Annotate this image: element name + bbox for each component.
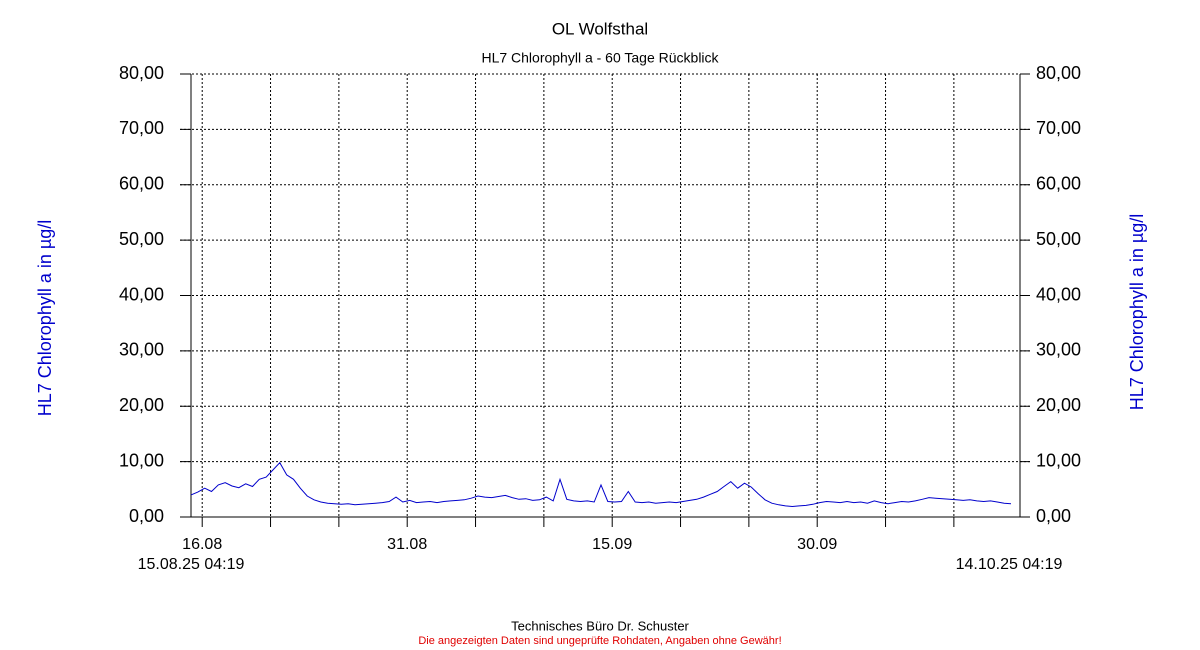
disclaimer: Die angezeigten Daten sind ungeprüfte Ro…: [418, 635, 781, 647]
y2-axis-title: HL7 Chlorophyll a in µg/l: [1127, 214, 1147, 410]
y2-tick-label: 0,00: [1036, 506, 1071, 526]
x-start-label: 15.08.25 04:19: [138, 556, 245, 573]
chart-title: OL Wolfsthal: [552, 19, 648, 38]
y-tick-label: 40,00: [119, 284, 164, 304]
chart-subtitle: HL7 Chlorophyll a - 60 Tage Rückblick: [481, 50, 719, 66]
y-tick-label: 60,00: [119, 174, 164, 194]
y-tick-label: 0,00: [129, 506, 164, 526]
x-tick-label: 31.08: [387, 536, 427, 553]
y-tick-label: 80,00: [119, 63, 164, 83]
x-tick-label: 16.08: [182, 536, 222, 553]
x-tick-label: 30.09: [797, 536, 837, 553]
y2-tick-label: 20,00: [1036, 395, 1081, 415]
y-tick-label: 50,00: [119, 229, 164, 249]
y2-tick-label: 70,00: [1036, 118, 1081, 138]
y2-tick-label: 30,00: [1036, 340, 1081, 360]
y-tick-label: 30,00: [119, 340, 164, 360]
footer: Technisches Büro Dr. Schuster: [511, 618, 689, 633]
data-line: [190, 461, 1012, 508]
y2-tick-label: 60,00: [1036, 174, 1081, 194]
y-tick-label: 10,00: [119, 450, 164, 470]
y2-tick-label: 50,00: [1036, 229, 1081, 249]
y-axis-title: HL7 Chlorophyll a in µg/l: [35, 220, 55, 416]
y2-tick-label: 10,00: [1036, 450, 1081, 470]
x-end-label: 14.10.25 04:19: [956, 556, 1063, 573]
y-tick-label: 20,00: [119, 395, 164, 415]
x-tick-label: 15.09: [592, 536, 632, 553]
y-tick-label: 70,00: [119, 118, 164, 138]
y2-tick-label: 40,00: [1036, 284, 1081, 304]
y2-tick-label: 80,00: [1036, 63, 1081, 83]
